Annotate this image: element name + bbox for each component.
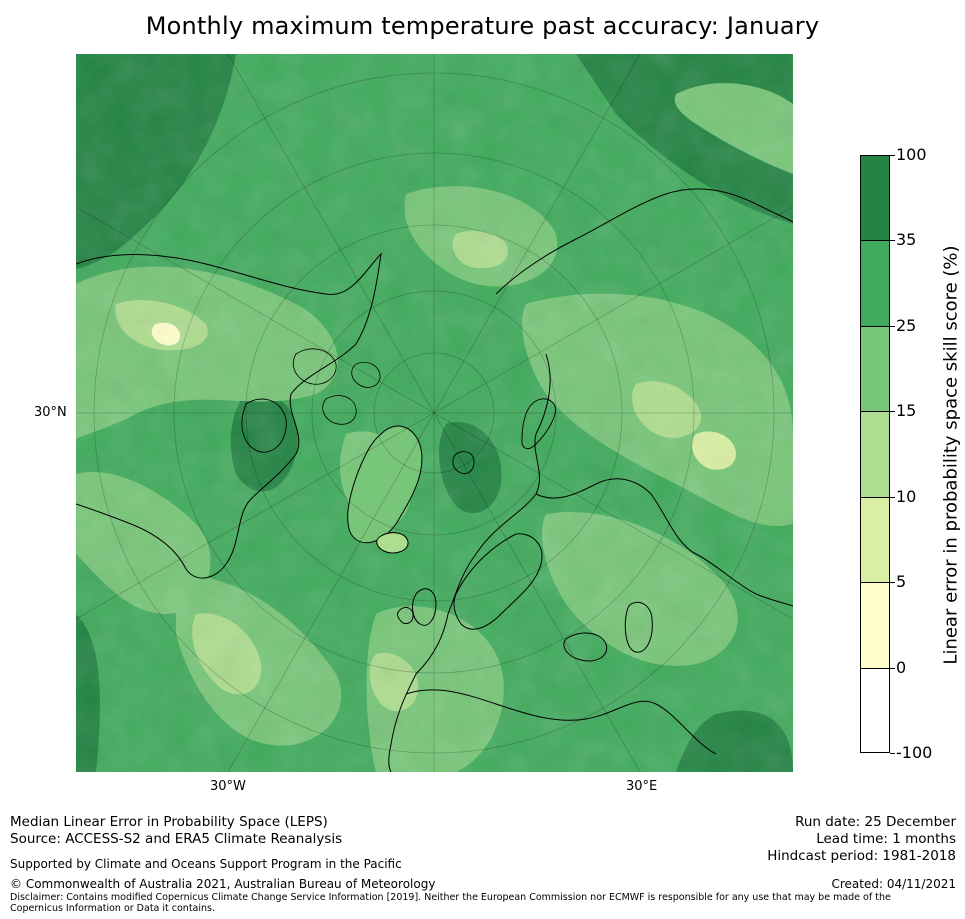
colorbar-tick-label: 15 [896, 401, 917, 421]
colorbar-tick-label: 5 [896, 572, 907, 592]
colorbar-tick [890, 667, 895, 669]
colorbar-segment [860, 496, 890, 584]
colorbar-label: Linear error in probability space skill … [940, 245, 962, 665]
meridian-line [76, 206, 435, 414]
coastline-scandinavia [453, 533, 543, 630]
latitude-circle [245, 224, 623, 602]
colorbar-segment [860, 325, 890, 413]
meridian-line [76, 412, 435, 620]
colorbar-tick-label: 35 [896, 230, 917, 250]
footer-metric: Median Linear Error in Probability Space… [10, 814, 328, 830]
coastline-hudson-bay [241, 398, 287, 453]
coastline-eurasia [388, 188, 793, 772]
meridian-line [227, 412, 435, 772]
colorbar-tick [890, 496, 895, 498]
colorbar-segment [860, 667, 890, 754]
chart-title: Monthly maximum temperature past accurac… [145, 12, 820, 40]
colorbar-tick-label: -100 [896, 743, 933, 762]
colorbar-segment [860, 411, 890, 498]
coastline-mediterranean [405, 689, 717, 755]
coastline-british-isles [397, 588, 437, 626]
colorbar-tick-label: 10 [896, 486, 917, 506]
texture-overlay [76, 54, 793, 772]
colorbar-tick-label: 25 [896, 315, 917, 335]
lon-label-30e: 30°E [626, 779, 658, 794]
footer-copyright: © Commonwealth of Australia 2021, Austra… [10, 877, 436, 891]
meridian-line [227, 54, 435, 414]
lon-label-30w: 30°W [210, 779, 246, 794]
meridian-line [433, 54, 641, 414]
colorbar-segment [860, 582, 890, 669]
footer-hindcast: Hindcast period: 1981-2018 [767, 848, 956, 864]
colorbar-tick-label: 0 [896, 657, 907, 677]
colorbar-tick [890, 753, 895, 754]
lat-label-30n: 30°N [34, 405, 67, 420]
footer-support: Supported by Climate and Oceans Support … [10, 857, 402, 871]
footer-right: Run date: 25 December Lead time: 1 month… [767, 814, 956, 865]
colorbar-tick [890, 411, 895, 413]
footer-left: Median Linear Error in Probability Space… [10, 814, 342, 848]
colorbar-tick [890, 240, 895, 242]
footer-created: Created: 04/11/2021 [831, 877, 956, 891]
coastline-greenland [347, 425, 423, 544]
meridian-line [433, 206, 793, 414]
colorbar-tick [890, 325, 895, 327]
footer-lead-time: Lead time: 1 months [816, 831, 956, 847]
coastline-svalbard [452, 451, 475, 474]
footer-run-date: Run date: 25 December [795, 814, 956, 830]
latitude-circle [173, 152, 695, 674]
colorbar-segment [860, 240, 890, 327]
coastline-black-sea [563, 632, 608, 662]
coastline-arctic-islands [292, 348, 381, 425]
colorbar-segment [860, 155, 890, 241]
footer-disclaimer: Disclaimer: Contains modified Copernicus… [10, 892, 891, 914]
latitude-circle [311, 290, 557, 536]
latitude-circle [373, 352, 495, 474]
colorbar [860, 155, 890, 754]
skill-map [76, 54, 793, 772]
coastline-novaya-zemlya [521, 398, 556, 450]
coastline-iceland [376, 532, 409, 554]
footer-source: Source: ACCESS-S2 and ERA5 Climate Reana… [10, 831, 343, 847]
colorbar-tick [890, 582, 895, 584]
latitude-circle [93, 72, 775, 754]
meridian-line [433, 412, 641, 772]
colorbar-tick-label: 100 [896, 145, 927, 164]
meridian-line [433, 412, 793, 620]
coastline-north-america [76, 252, 382, 579]
coastline-caspian [624, 601, 653, 653]
gridlines [76, 54, 793, 772]
colorbar-tick [890, 155, 895, 156]
colorbar-frame [860, 155, 890, 753]
